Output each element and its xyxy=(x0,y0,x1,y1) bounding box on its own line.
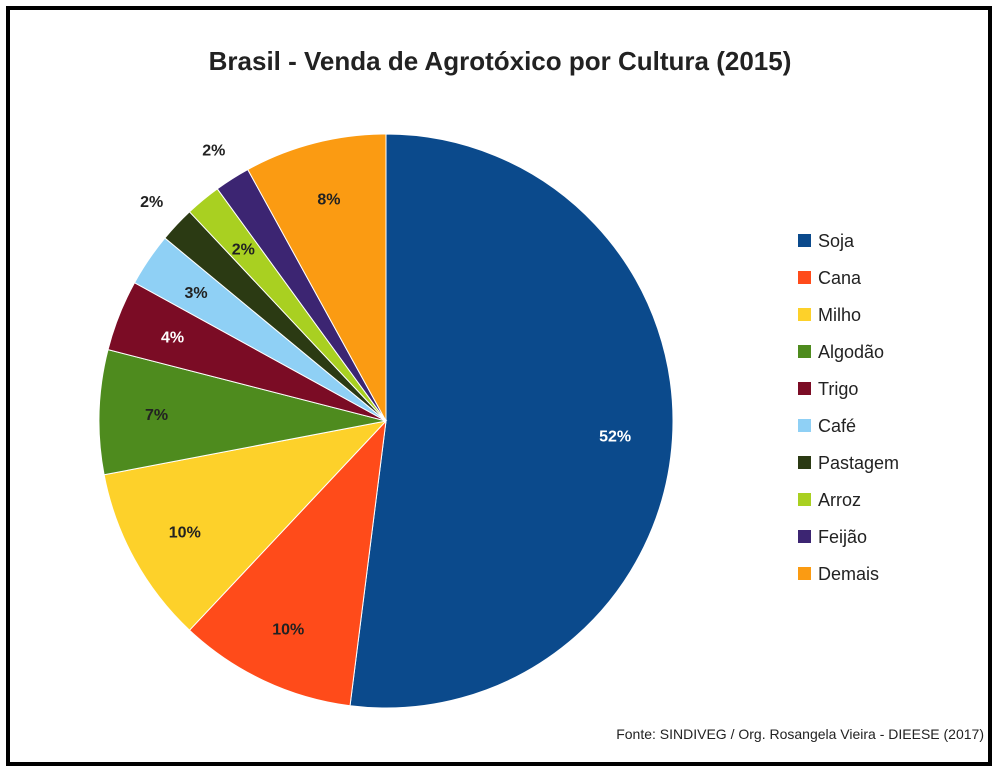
legend-swatch-feijao xyxy=(798,530,811,543)
legend-label-pastagem: Pastagem xyxy=(818,453,899,473)
slice-label-cana: 10% xyxy=(272,622,304,639)
source-note: Fonte: SINDIVEG / Org. Rosangela Vieira … xyxy=(616,726,984,742)
legend-label-arroz: Arroz xyxy=(818,490,861,510)
slice-label-trigo: 4% xyxy=(161,329,184,346)
chart-title: Brasil - Venda de Agrotóxico por Cultura… xyxy=(208,46,792,76)
legend-label-demais: Demais xyxy=(818,564,879,584)
slice-label-demais: 8% xyxy=(317,192,340,209)
legend-swatch-cana xyxy=(798,271,811,284)
legend-label-soja: Soja xyxy=(818,231,855,251)
slice-label-pastagem: 2% xyxy=(140,194,163,211)
legend-label-trigo: Trigo xyxy=(818,379,858,399)
legend-label-cafe: Café xyxy=(818,416,856,436)
legend-swatch-soja xyxy=(798,234,811,247)
legend-swatch-arroz xyxy=(798,493,811,506)
legend-swatch-algodao xyxy=(798,345,811,358)
legend-swatch-trigo xyxy=(798,382,811,395)
legend-swatch-demais xyxy=(798,567,811,580)
legend-label-cana: Cana xyxy=(818,268,862,288)
slice-label-algodao: 7% xyxy=(145,407,168,424)
slice-label-feijao: 2% xyxy=(202,143,225,160)
pie-slice-milho xyxy=(103,420,388,631)
slice-label-arroz: 2% xyxy=(232,242,255,259)
slice-label-soja: 52% xyxy=(599,428,631,445)
legend-swatch-pastagem xyxy=(798,456,811,469)
legend-swatch-cafe xyxy=(798,419,811,432)
pie-slice-algodao xyxy=(98,349,387,476)
pie-slice-cana xyxy=(188,419,387,707)
pie-slice-soja xyxy=(349,133,674,709)
pie-slice-demais xyxy=(247,133,387,422)
legend-swatch-milho xyxy=(798,308,811,321)
legend-label-feijao: Feijão xyxy=(818,527,867,547)
slice-label-cafe: 3% xyxy=(185,285,208,302)
legend-label-algodao: Algodão xyxy=(818,342,884,362)
legend-label-milho: Milho xyxy=(818,305,861,325)
slice-label-milho: 10% xyxy=(169,525,201,542)
